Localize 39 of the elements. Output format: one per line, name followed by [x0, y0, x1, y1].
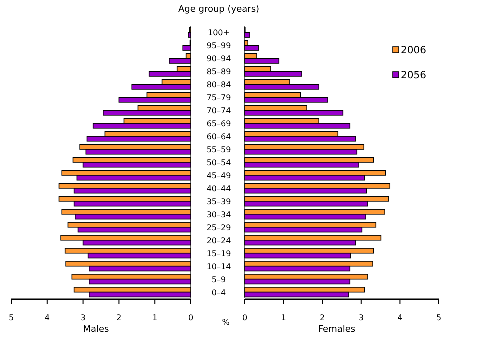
y-tick-label: 90–94	[206, 54, 232, 64]
y-tick-label: 70–74	[206, 106, 232, 116]
y-tick-label: 5–9	[212, 275, 226, 284]
y-tick-label: 50–54	[206, 158, 232, 168]
legend-label: 2056	[401, 70, 426, 82]
y-tick-label: 20–24	[206, 236, 232, 246]
y-tick-label: 75–79	[206, 94, 232, 103]
x-tick-label: 2	[320, 313, 326, 322]
y-tick-label: 60–64	[206, 132, 232, 142]
x-tick-label: 3	[80, 313, 86, 322]
x-tick-label: 1	[281, 313, 286, 322]
x-tick-label: 2	[116, 313, 122, 322]
x-tick-label: 4	[44, 313, 50, 322]
y-tick-label: 15–19	[206, 249, 232, 258]
y-tick-label: 85–89	[206, 68, 232, 77]
legend-label: 2006	[401, 46, 426, 56]
y-tick-label: 100+	[208, 28, 230, 38]
y-tick-label: 10–14	[206, 262, 232, 272]
x-tick-label: 3	[358, 313, 364, 322]
x-tick-label: 5	[8, 313, 14, 322]
y-tick-label: 45–49	[206, 171, 232, 180]
y-tick-label: 0–4	[212, 288, 226, 298]
y-tick-label: 65–69	[206, 120, 232, 129]
text: Age group (years)	[178, 5, 260, 15]
y-tick-label: 35–39	[206, 197, 232, 206]
x-tick-label: 0	[188, 313, 194, 322]
x-axis-title: Males	[83, 325, 110, 335]
y-tick-label: 55–59	[206, 146, 232, 155]
x-tick-label: 1	[152, 313, 158, 322]
x-tick-label: 4	[398, 313, 403, 322]
x-tick-label: 5	[436, 313, 442, 322]
y-tick-label: 30–34	[206, 210, 232, 220]
text: %	[222, 318, 230, 327]
x-axis-title: Females	[318, 325, 356, 335]
y-tick-label: 80–84	[206, 80, 232, 90]
y-tick-label: 95–99	[206, 42, 232, 51]
y-tick-label: 40–44	[206, 184, 232, 194]
y-tick-label: 25–29	[206, 223, 232, 232]
x-tick-label: 0	[242, 313, 248, 322]
